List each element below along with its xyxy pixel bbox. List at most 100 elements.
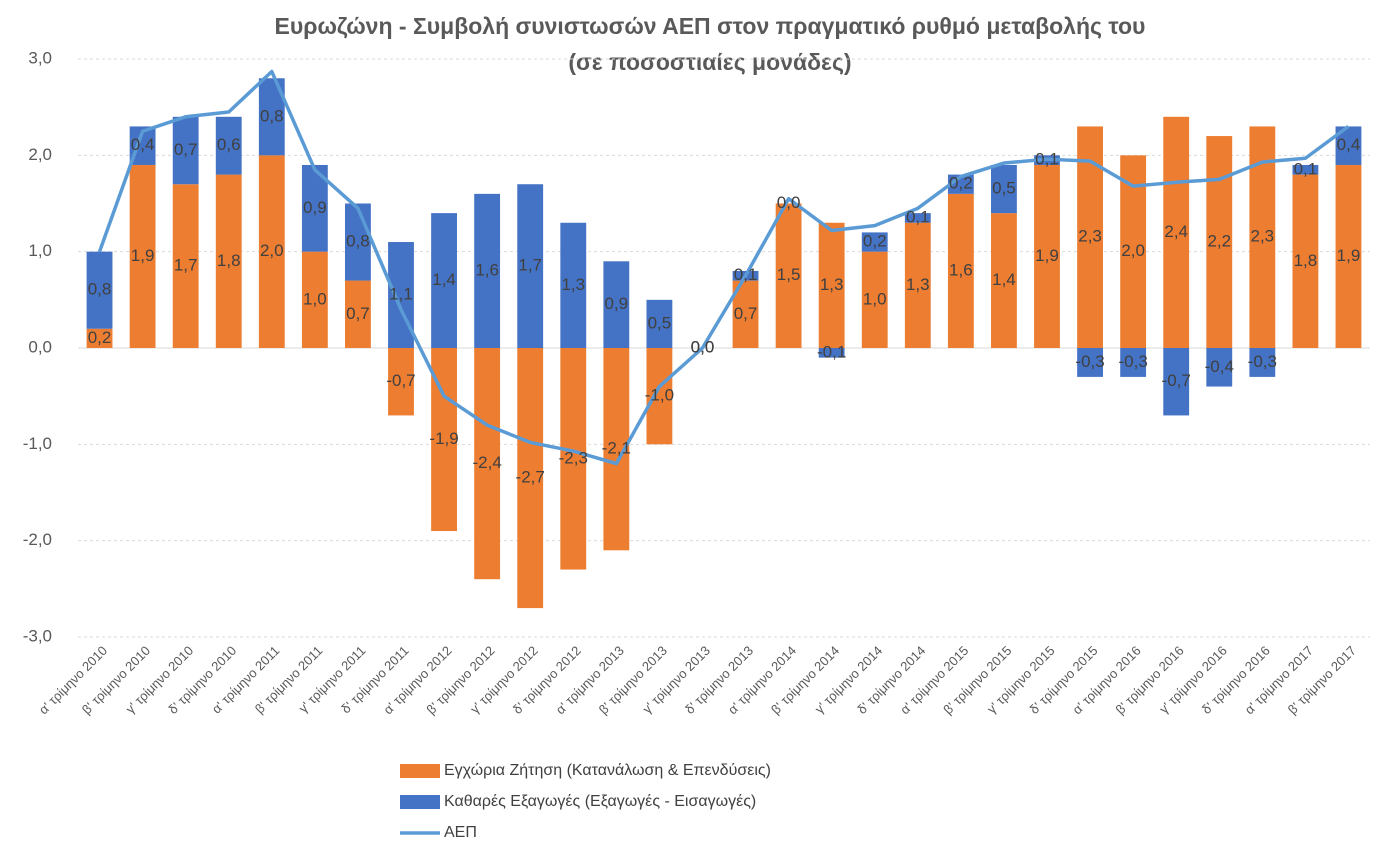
data-label: 0,8 [346, 232, 370, 251]
data-label: 1,3 [561, 275, 585, 294]
bar [1292, 164, 1319, 175]
bar [818, 222, 845, 348]
data-label: 1,5 [777, 265, 801, 284]
bar [560, 348, 587, 570]
data-label: -0,4 [1205, 357, 1234, 376]
legend-swatch [400, 795, 440, 809]
bar [474, 348, 501, 580]
data-label: 0,0 [777, 193, 801, 212]
data-label: 0,9 [303, 198, 327, 217]
data-label: 2,0 [260, 241, 284, 260]
bar [1120, 348, 1147, 377]
data-label: 0,9 [605, 294, 629, 313]
bar [345, 280, 371, 348]
bar [646, 299, 673, 348]
data-label: -1,0 [645, 386, 674, 405]
data-label: 0,8 [88, 280, 112, 299]
data-label: 1,0 [863, 289, 887, 308]
bar [1249, 348, 1276, 377]
bar [172, 116, 199, 185]
data-label: 2,0 [1121, 241, 1145, 260]
data-label: 0,1 [734, 265, 758, 284]
bar [646, 348, 673, 445]
data-label: -1,9 [429, 429, 458, 448]
data-label: -0,7 [386, 371, 415, 390]
bar [991, 213, 1017, 348]
data-label: 0,5 [992, 179, 1016, 198]
data-label: 0,0 [691, 337, 715, 356]
bar [431, 213, 457, 348]
data-label: 0,1 [906, 207, 930, 226]
bar [517, 184, 544, 348]
data-label: 2,3 [1078, 227, 1102, 246]
data-label: -2,7 [516, 468, 545, 487]
bar [904, 213, 931, 223]
data-label: 0,1 [1294, 159, 1318, 178]
bar [345, 203, 371, 281]
data-label: 1,9 [131, 246, 155, 265]
y-tick-label: 2,0 [28, 145, 52, 164]
bar [861, 232, 888, 252]
bar [991, 164, 1017, 214]
bar [474, 193, 501, 348]
legend-label: Καθαρές Εξαγωγές (Εξαγωγές - Εισαγωγές) [444, 793, 756, 810]
bar [775, 203, 802, 348]
y-tick-label: 1,0 [28, 241, 52, 260]
data-label: 1,1 [389, 285, 413, 304]
data-label: 0,4 [1337, 135, 1361, 154]
y-tick-label: -2,0 [23, 530, 52, 549]
bar [388, 348, 414, 416]
data-label: 0,2 [863, 232, 887, 251]
bar [1077, 126, 1103, 348]
data-label: 2,2 [1207, 232, 1231, 251]
data-label: 1,8 [217, 251, 241, 270]
bar [172, 184, 199, 348]
chart-title: Ευρωζώνη - Συμβολή συνιστωσών ΑΕΠ στον π… [275, 13, 1146, 39]
legend-label: ΑΕΠ [444, 824, 477, 841]
data-label: 1,9 [1337, 246, 1361, 265]
data-label: -0,3 [1248, 352, 1277, 371]
bar [1034, 164, 1060, 348]
bar [603, 261, 630, 348]
bar [1163, 348, 1190, 416]
data-label: -0,1 [817, 342, 846, 361]
data-label: 1,3 [820, 275, 844, 294]
bar [1335, 164, 1362, 348]
bar [560, 222, 587, 348]
data-label: 0,7 [174, 140, 198, 159]
data-label: 0,0 [691, 337, 715, 356]
data-label: 0,7 [346, 304, 370, 323]
bar [215, 116, 242, 175]
data-label: 1,0 [303, 289, 327, 308]
data-label: 1,4 [992, 270, 1016, 289]
bar [818, 348, 845, 358]
bar [301, 251, 328, 348]
data-label: 1,8 [1294, 251, 1318, 270]
bar [517, 348, 544, 609]
y-tick-label: -1,0 [23, 434, 52, 453]
data-label: 1,7 [518, 256, 542, 275]
bar [1206, 136, 1233, 348]
data-label: 0,8 [260, 106, 284, 125]
data-label: -2,4 [472, 453, 501, 472]
bar [1163, 116, 1190, 348]
data-label: -0,3 [1118, 352, 1147, 371]
data-label: 0,5 [648, 313, 672, 332]
y-tick-label: -3,0 [23, 626, 52, 645]
y-tick-label: 0,0 [28, 337, 52, 356]
legend-label: Εγχώρια Ζήτηση (Κατανάλωση & Επενδύσεις) [444, 762, 771, 779]
data-label: 1,6 [949, 260, 973, 279]
data-label: 2,4 [1164, 222, 1188, 241]
legend-swatch [400, 764, 440, 778]
data-label: 0,7 [734, 304, 758, 323]
bar [904, 222, 931, 348]
data-label: 1,4 [432, 270, 456, 289]
bar [1206, 348, 1233, 387]
bar [86, 251, 113, 329]
bar [947, 193, 974, 348]
data-label: 1,9 [1035, 246, 1059, 265]
bar [258, 155, 285, 348]
bar [215, 174, 242, 348]
data-label: -0,3 [1075, 352, 1104, 371]
